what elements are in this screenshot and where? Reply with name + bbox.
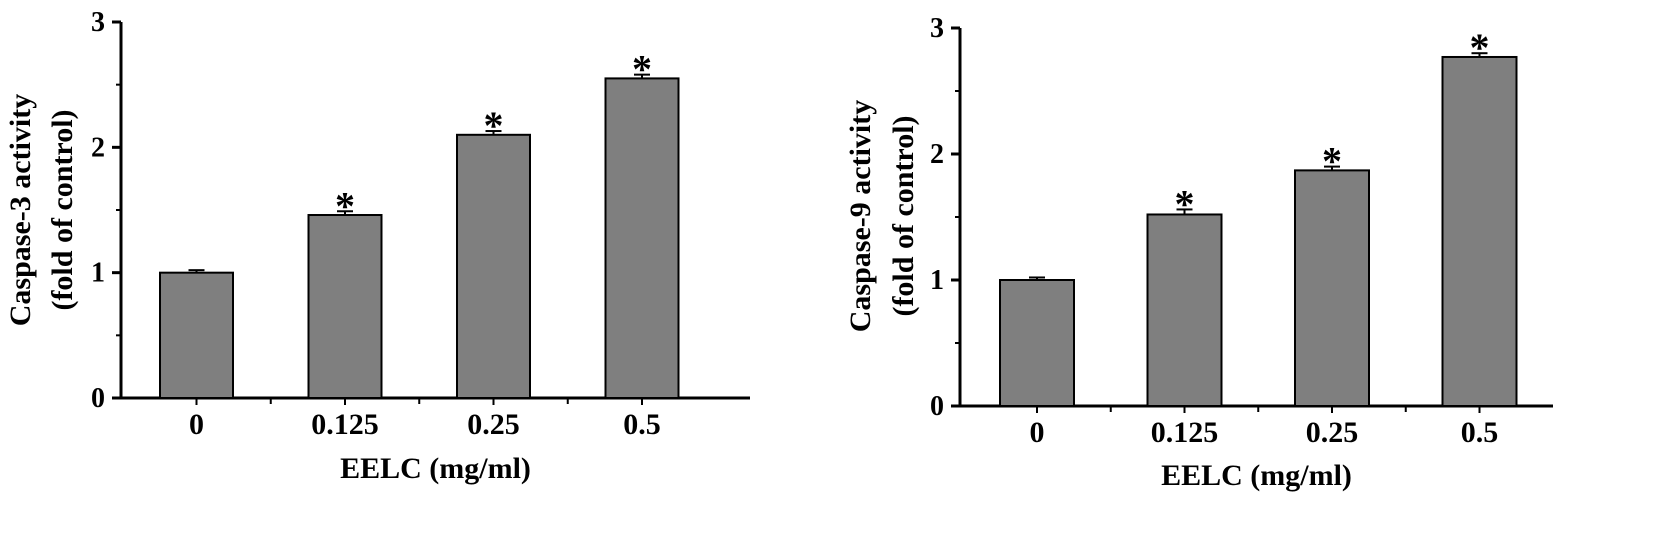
x-axis-title: EELC (mg/ml) xyxy=(1161,459,1352,492)
y-axis-title: Caspase-9 activity xyxy=(844,100,877,332)
y-axis-subtitle: (fold of control) xyxy=(46,109,79,310)
y-tick-label: 0 xyxy=(930,391,944,422)
x-axis-title: EELC (mg/ml) xyxy=(340,452,531,485)
x-tick-label: 0.25 xyxy=(1306,416,1359,449)
y-tick-label: 3 xyxy=(930,13,944,44)
bar xyxy=(1441,55,1518,407)
significance-marker: * xyxy=(632,47,652,92)
significance-marker: * xyxy=(335,183,355,228)
significance-marker: * xyxy=(484,103,504,148)
y-tick-label: 1 xyxy=(930,265,944,296)
x-tick-label: 0.25 xyxy=(467,408,520,441)
significance-marker: * xyxy=(1470,25,1490,70)
caspase-3-chart: 0 1 2 3 0 * 0.125 * 0.25 * 0.5 EELC (mg/ml) Caspase-… xyxy=(4,7,750,485)
bar xyxy=(604,77,680,400)
bar xyxy=(999,279,1075,407)
x-tick-label: 0.125 xyxy=(1151,416,1219,449)
bar xyxy=(159,271,234,399)
y-tick-label: 0 xyxy=(91,383,105,414)
y-tick-label: 2 xyxy=(930,139,944,170)
x-tick-label: 0.125 xyxy=(311,408,379,441)
y-tick-label: 3 xyxy=(91,7,105,38)
significance-marker: * xyxy=(1175,181,1195,226)
bar xyxy=(1146,213,1223,407)
y-axis-title: Caspase-3 activity xyxy=(4,94,37,326)
caspase-9-chart: 0 1 2 3 0 * 0.125 * 0.25 * 0.5 EELC (mg/ml) Caspase-… xyxy=(844,13,1553,492)
bar xyxy=(456,133,531,400)
x-tick-label: 0 xyxy=(1030,416,1045,449)
bar xyxy=(1294,169,1370,407)
y-axis-subtitle: (fold of control) xyxy=(887,115,920,316)
significance-marker: * xyxy=(1322,139,1342,184)
x-tick-label: 0.5 xyxy=(623,408,661,441)
y-tick-label: 2 xyxy=(91,132,105,163)
x-tick-label: 0 xyxy=(189,408,204,441)
x-tick-label: 0.5 xyxy=(1461,416,1499,449)
y-tick-label: 1 xyxy=(91,258,105,289)
bar xyxy=(307,214,383,399)
